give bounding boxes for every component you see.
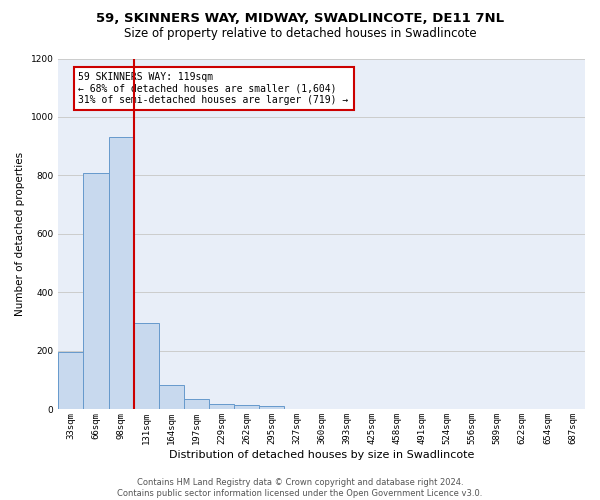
Text: Size of property relative to detached houses in Swadlincote: Size of property relative to detached ho… xyxy=(124,28,476,40)
Bar xyxy=(184,399,209,409)
Bar xyxy=(83,172,109,410)
Bar xyxy=(109,138,134,409)
Bar xyxy=(209,404,234,409)
Bar xyxy=(159,384,184,409)
Y-axis label: Number of detached properties: Number of detached properties xyxy=(15,152,25,316)
Text: 59, SKINNERS WAY, MIDWAY, SWADLINCOTE, DE11 7NL: 59, SKINNERS WAY, MIDWAY, SWADLINCOTE, D… xyxy=(96,12,504,26)
Bar xyxy=(58,352,83,410)
Bar xyxy=(134,323,159,410)
Text: Contains HM Land Registry data © Crown copyright and database right 2024.
Contai: Contains HM Land Registry data © Crown c… xyxy=(118,478,482,498)
Text: 59 SKINNERS WAY: 119sqm
← 68% of detached houses are smaller (1,604)
31% of semi: 59 SKINNERS WAY: 119sqm ← 68% of detache… xyxy=(79,72,349,105)
Bar xyxy=(234,405,259,409)
X-axis label: Distribution of detached houses by size in Swadlincote: Distribution of detached houses by size … xyxy=(169,450,475,460)
Bar xyxy=(259,406,284,410)
